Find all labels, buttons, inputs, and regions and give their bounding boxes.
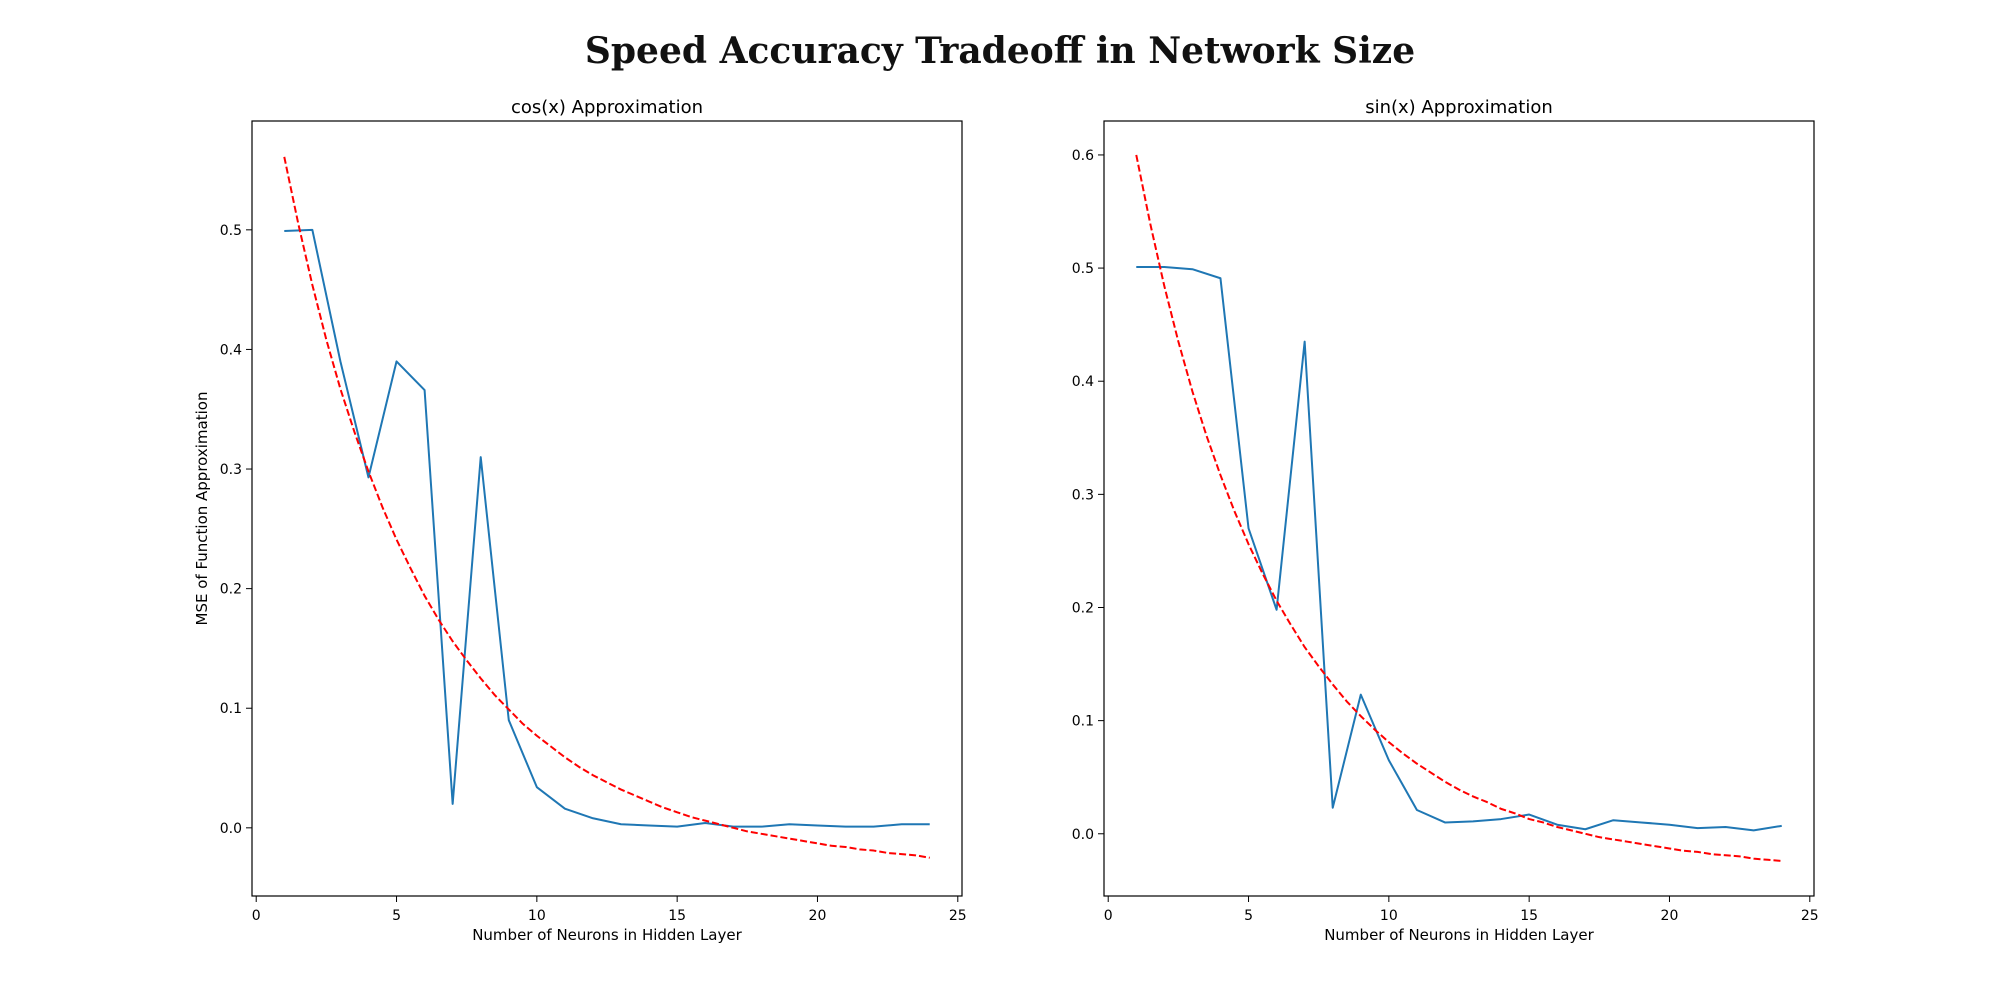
x-tick-label: 25 bbox=[949, 908, 967, 924]
x-axis-label: Number of Neurons in Hidden Layer bbox=[1324, 926, 1594, 944]
y-tick-label: 0.3 bbox=[220, 462, 242, 478]
x-tick-label: 15 bbox=[1520, 908, 1538, 924]
y-tick-label: 0.1 bbox=[1072, 714, 1094, 730]
x-axis-label: Number of Neurons in Hidden Layer bbox=[472, 926, 742, 944]
y-tick-label: 0.4 bbox=[220, 342, 242, 358]
x-tick-label: 20 bbox=[809, 908, 827, 924]
y-tick-label: 0.0 bbox=[1072, 827, 1094, 843]
y-tick-label: 0.6 bbox=[1072, 148, 1094, 164]
x-tick-label: 10 bbox=[528, 908, 546, 924]
subplot-2: 0 5 10 15 20 25 0.0 0.1 0.2 0.3 0.4 0.5 0.6 sin(x) Ap… bbox=[1072, 97, 1819, 944]
x-tick-label: 20 bbox=[1661, 908, 1679, 924]
y-tick-label: 0.5 bbox=[220, 223, 242, 239]
y-tick-label: 0.5 bbox=[1072, 261, 1094, 277]
subplot-title: sin(x) Approximation bbox=[1365, 97, 1553, 118]
y-axis-label: MSE of Function Approximation bbox=[193, 392, 211, 626]
y-tick-label: 0.3 bbox=[1072, 487, 1094, 503]
x-tick-label: 25 bbox=[1801, 908, 1819, 924]
figure-title: Speed Accuracy Tradeoff in Network Size bbox=[584, 30, 1416, 72]
subplot-1: 0 5 10 15 20 25 0.0 0.1 0.2 0.3 0.4 0.5 cos(x) Appro… bbox=[193, 97, 967, 944]
y-tick-label: 0.0 bbox=[220, 821, 242, 837]
x-tick-label: 5 bbox=[1244, 908, 1253, 924]
x-tick-label: 10 bbox=[1380, 908, 1398, 924]
fit-curve-line bbox=[283, 156, 930, 859]
x-tick-label: 5 bbox=[392, 908, 401, 924]
mse-series-line bbox=[1136, 265, 1782, 832]
y-tick-label: 0.1 bbox=[220, 701, 242, 717]
fit-curve-line bbox=[1135, 154, 1782, 862]
x-tick-label: 0 bbox=[1104, 908, 1113, 924]
subplot-title: cos(x) Approximation bbox=[511, 97, 703, 118]
y-tick-label: 0.2 bbox=[1072, 600, 1094, 616]
axes-frame bbox=[1103, 120, 1815, 897]
x-tick-label: 15 bbox=[668, 908, 686, 924]
y-tick-label: 0.2 bbox=[220, 582, 242, 598]
mse-series-line bbox=[284, 228, 930, 828]
y-tick-label: 0.4 bbox=[1072, 374, 1094, 390]
x-tick-label: 0 bbox=[252, 908, 261, 924]
axes-frame bbox=[251, 120, 963, 897]
